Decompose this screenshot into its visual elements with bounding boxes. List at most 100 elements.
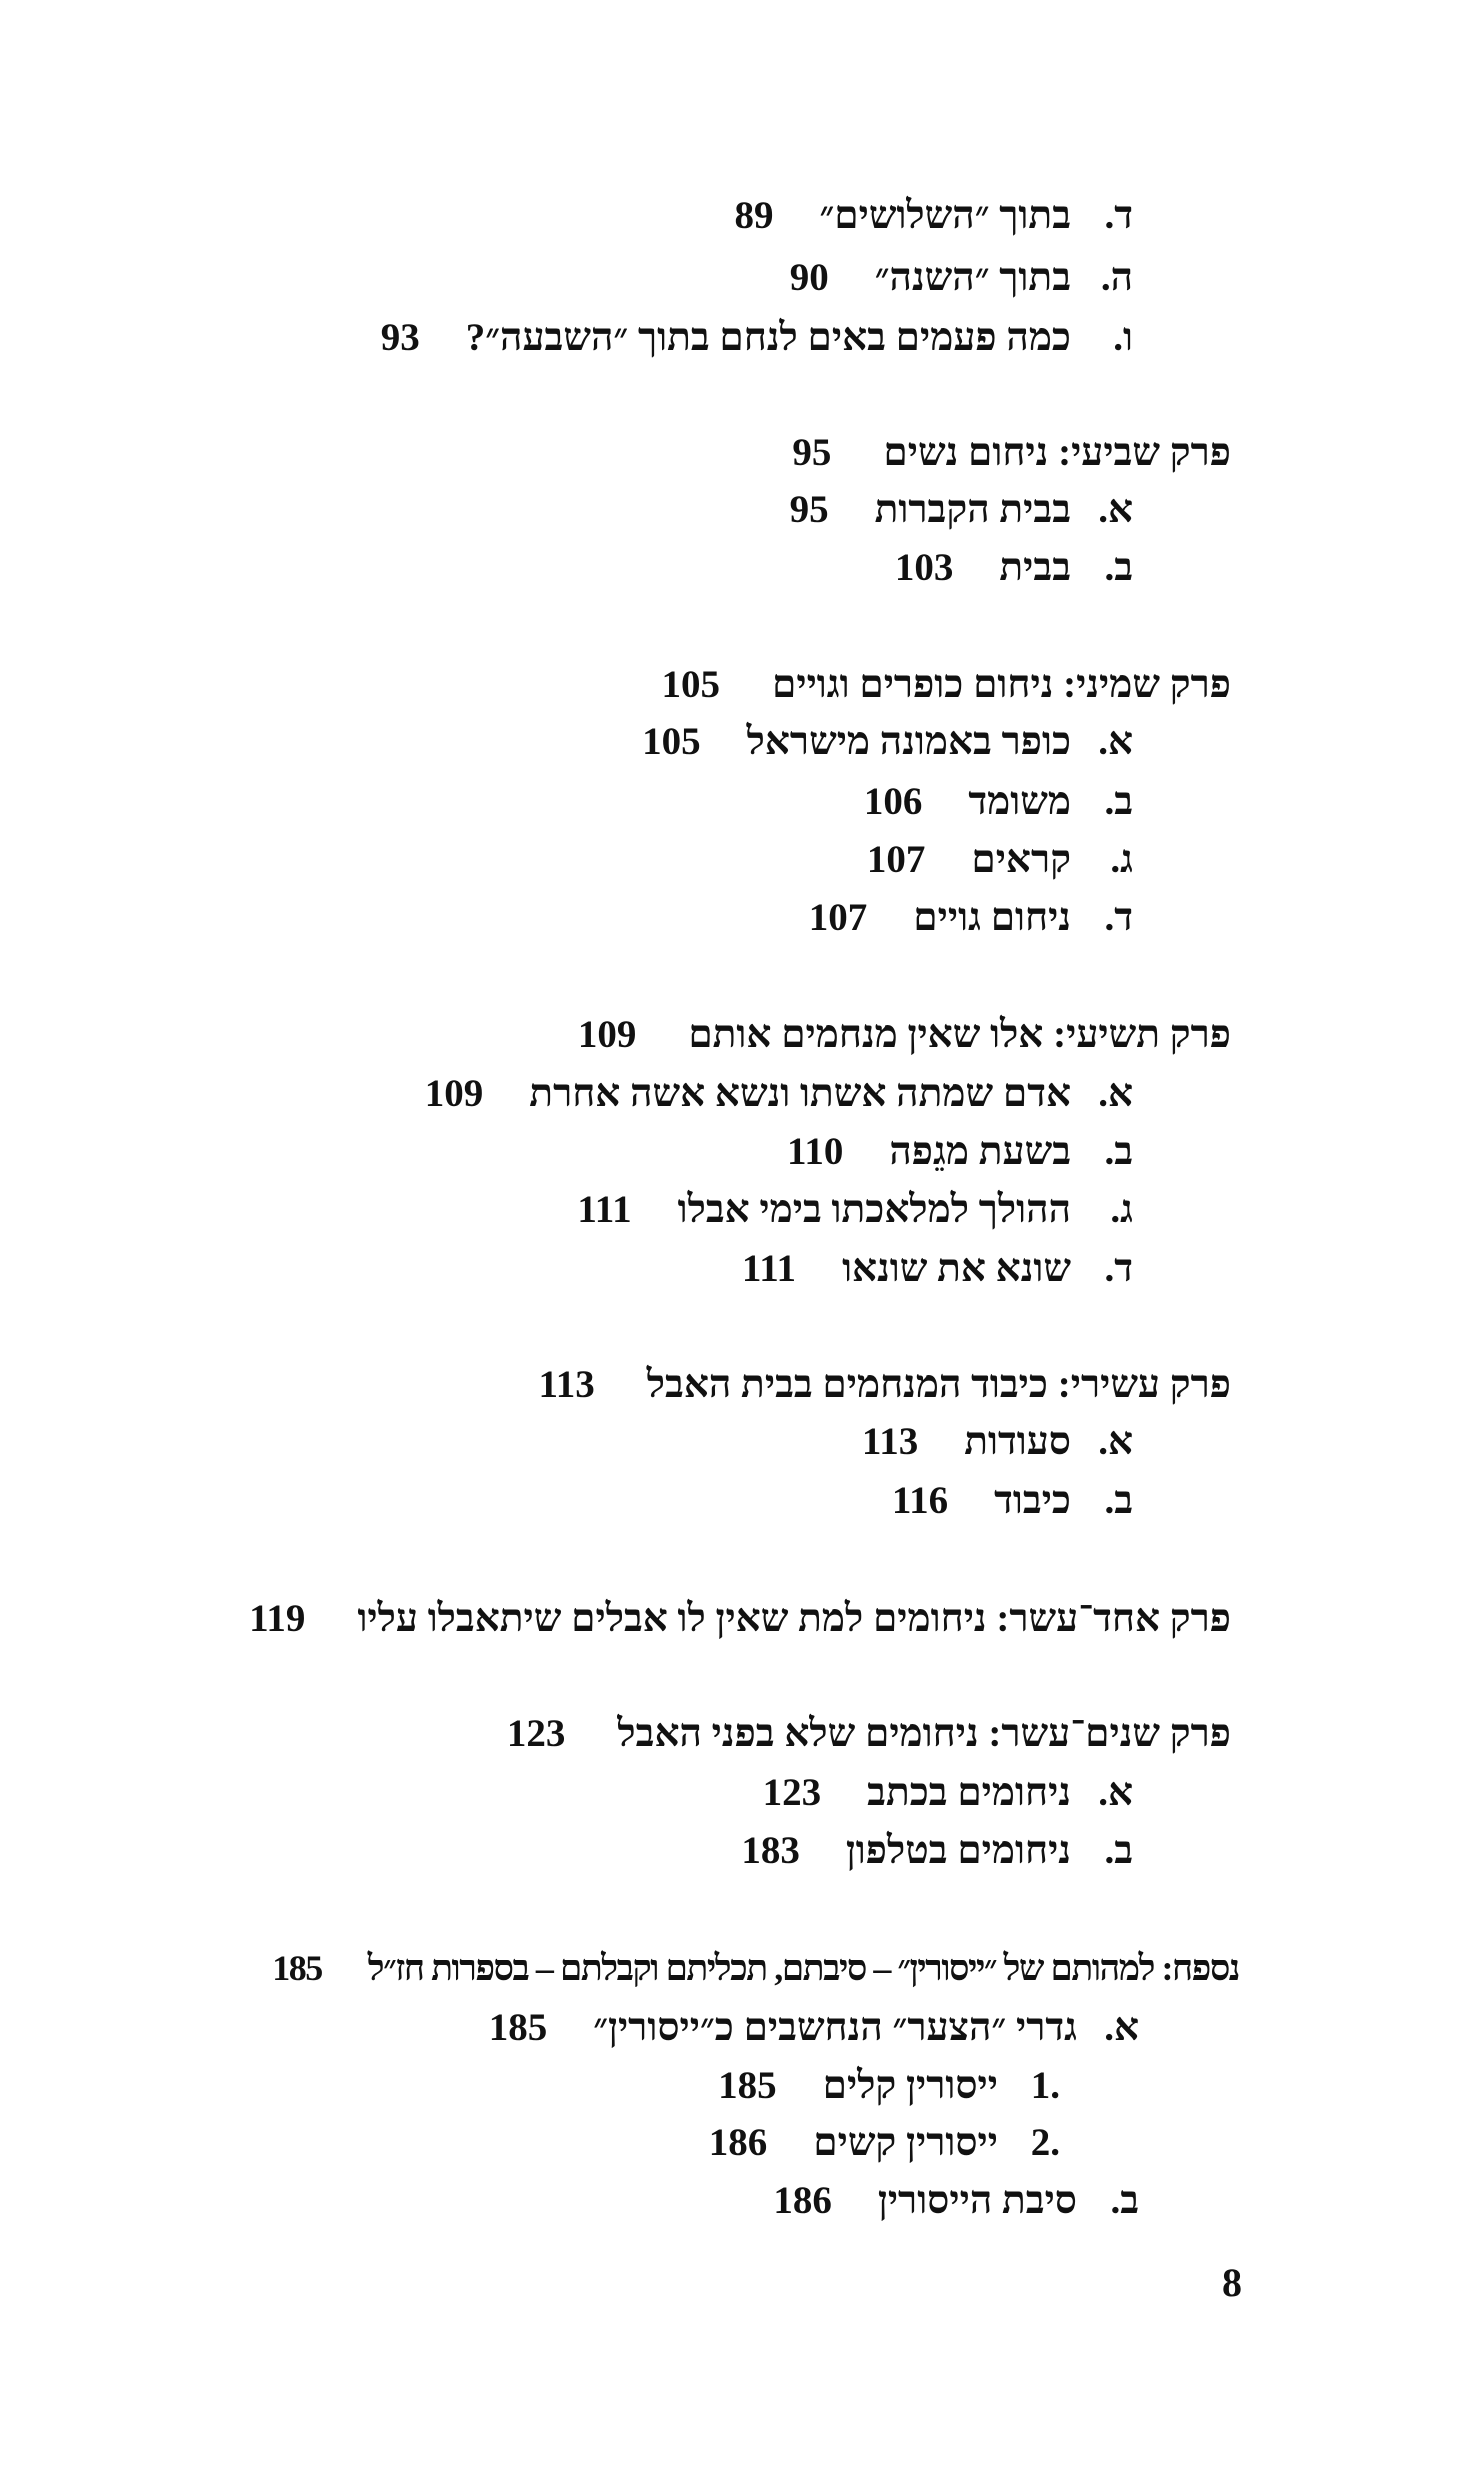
entry-title: כיבוד [994, 1479, 1071, 1522]
entry-page-number: 110 [786, 1130, 844, 1173]
entry-page-number: 105 [642, 720, 701, 763]
entry-page-number: 95 [792, 431, 832, 474]
entry-title: קראים [971, 838, 1071, 881]
toc-entry: ו. כמה פעמים באים לנחם בתוך ״השבעה״? 93 [381, 314, 1133, 362]
entry-title: פרק שנים־עשר: ניחומים שלא בפני האבל [617, 1712, 1231, 1755]
entry-marker: ג. [1110, 1188, 1133, 1231]
entry-page-number: 185 [272, 1948, 323, 1988]
toc-entry: א. ניחומים בכתב 123 [763, 1769, 1133, 1817]
toc-entry: ב. משומד 106 [864, 778, 1133, 826]
toc-entry: א. אדם שמתה אשתו ונשא אשה אחרת 109 [425, 1070, 1133, 1118]
entry-page-number: 123 [506, 1712, 566, 1755]
toc-chapter-heading: פרק שביעי: ניחום נשים 95 [792, 429, 1231, 477]
entry-marker: ב. [1104, 1479, 1133, 1522]
entry-title: בתוך ״השלושים״ [819, 194, 1071, 237]
entry-page-number: 89 [734, 194, 774, 237]
entry-title: משומד [968, 780, 1071, 823]
entry-page-number: 113 [538, 1363, 595, 1406]
entry-title: ניחום גויים [913, 896, 1071, 939]
entry-page-number: 106 [863, 780, 923, 823]
toc-entry: ב. בבית 103 [895, 544, 1133, 592]
entry-title: בבית [999, 546, 1071, 589]
entry-marker: ה. [1100, 256, 1133, 299]
entry-marker: .1 [1030, 2064, 1060, 2107]
entry-title: פרק תשיעי: אלו שאין מנחמים אותם [688, 1013, 1231, 1056]
entry-marker: ב. [1104, 1829, 1133, 1872]
entry-marker: א. [1098, 720, 1133, 763]
entry-title: ההולך למלאכתו בימי אבלו [677, 1188, 1071, 1231]
toc-entry: .1 ייסורין קלים 185 [718, 2062, 1060, 2110]
toc-entry: א. בבית הקברות 95 [790, 486, 1133, 534]
entry-title: פרק שמיני: ניחום כופרים וגויים [772, 663, 1231, 706]
entry-page-number: 95 [789, 488, 829, 531]
toc-chapter-heading: פרק עשירי: כיבוד המנחמים בבית האבל 113 [538, 1361, 1231, 1409]
entry-page-number: 185 [718, 2064, 777, 2107]
entry-title: בבית הקברות [874, 488, 1071, 531]
entry-title: פרק עשירי: כיבוד המנחמים בבית האבל [646, 1363, 1231, 1406]
entry-page-number: 111 [741, 1247, 797, 1290]
entry-title: סיבת הייסורין [877, 2179, 1077, 2222]
toc-entry: ג. קראים 107 [867, 836, 1133, 884]
toc-entry: א. גדרי ״הצער״ הנחשבים כ״ייסורין״ 185 [489, 2004, 1139, 2052]
entry-title: ייסורין קלים [822, 2064, 998, 2107]
entry-title: פרק אחד־עשר: ניחומים למת שאין לו אבלים ש… [357, 1597, 1231, 1640]
entry-title: אדם שמתה אשתו ונשא אשה אחרת [529, 1072, 1071, 1115]
entry-page-number: 186 [773, 2179, 832, 2222]
entry-marker: א. [1098, 1072, 1133, 1115]
entry-title: סעודות [964, 1420, 1071, 1463]
toc-entry: א. סעודות 113 [862, 1418, 1133, 1466]
entry-marker: ד. [1104, 194, 1133, 237]
entry-title: ניחומים בטלפון [845, 1829, 1071, 1872]
entry-marker: ב. [1104, 546, 1133, 589]
entry-marker: ד. [1104, 896, 1133, 939]
toc-entry: ד. ניחום גויים 107 [809, 894, 1133, 942]
entry-title: ייסורין קשים [813, 2121, 998, 2164]
entry-title: כמה פעמים באים לנחם בתוך ״השבעה״? [465, 316, 1071, 359]
toc-chapter-heading: פרק אחד־עשר: ניחומים למת שאין לו אבלים ש… [249, 1595, 1231, 1643]
entry-title: גדרי ״הצער״ הנחשבים כ״ייסורין״ [593, 2006, 1077, 2049]
entry-title: פרק שביעי: ניחום נשים [883, 431, 1231, 474]
entry-title: ניחומים בכתב [867, 1771, 1071, 1814]
toc-appendix-heading: נספח: למהותם של ״ייסורין״ – סיבתם, תכלית… [272, 1944, 1241, 1992]
toc-entry: ה. בתוך ״השנה״ 90 [790, 254, 1133, 302]
toc-entry: ד. בתוך ״השלושים״ 89 [734, 192, 1133, 240]
entry-marker: א. [1098, 1420, 1133, 1463]
entry-page-number: 111 [577, 1188, 632, 1231]
entry-marker: א. [1098, 1771, 1133, 1814]
entry-page-number: 109 [424, 1072, 484, 1115]
toc-chapter-heading: פרק שמיני: ניחום כופרים וגויים 105 [662, 661, 1232, 709]
toc-entry: ב. כיבוד 116 [892, 1477, 1133, 1525]
entry-marker: .2 [1030, 2121, 1060, 2164]
entry-page-number: 90 [789, 256, 829, 299]
entry-page-number: 113 [861, 1420, 919, 1463]
toc-entry: א. כופר באמונה מישראל 105 [642, 718, 1133, 766]
toc-chapter-heading: פרק תשיעי: אלו שאין מנחמים אותם 109 [578, 1011, 1231, 1059]
entry-page-number: 116 [891, 1479, 949, 1522]
entry-marker: ב. [1104, 1130, 1133, 1173]
entry-page-number: 103 [894, 546, 954, 589]
entry-marker: ו. [1113, 316, 1133, 359]
entry-page-number: 105 [661, 663, 721, 706]
entry-page-number: 183 [741, 1829, 800, 1872]
entry-page-number: 186 [708, 2121, 768, 2164]
entry-marker: ד. [1104, 1247, 1133, 1290]
entry-title: שונא את שונאו [842, 1247, 1071, 1290]
toc-entry: .2 ייסורין קשים 186 [709, 2119, 1060, 2167]
entry-page-number: 123 [762, 1771, 822, 1814]
entry-title: כופר באמונה מישראל [746, 720, 1071, 763]
toc-entry: ב. ניחומים בטלפון 183 [741, 1827, 1133, 1875]
toc-entry: ב. סיבת הייסורין 186 [773, 2177, 1139, 2225]
entry-page-number: 107 [808, 896, 868, 939]
entry-marker: א. [1098, 488, 1133, 531]
entry-page-number: 119 [249, 1597, 306, 1640]
entry-page-number: 185 [488, 2006, 548, 2049]
entry-marker: ג. [1110, 838, 1133, 881]
entry-title: נספח: למהותם של ״ייסורין״ – סיבתם, תכלית… [367, 1948, 1241, 1988]
toc-chapter-heading: פרק שנים־עשר: ניחומים שלא בפני האבל 123 [507, 1710, 1231, 1758]
entry-page-number: 93 [380, 316, 420, 359]
toc-entry: ב. בשעת מגֵפה 110 [787, 1128, 1133, 1176]
page-number: 8 [1222, 2260, 1242, 2305]
entry-title: בתוך ״השנה״ [874, 256, 1071, 299]
entry-marker: א. [1104, 2006, 1139, 2049]
